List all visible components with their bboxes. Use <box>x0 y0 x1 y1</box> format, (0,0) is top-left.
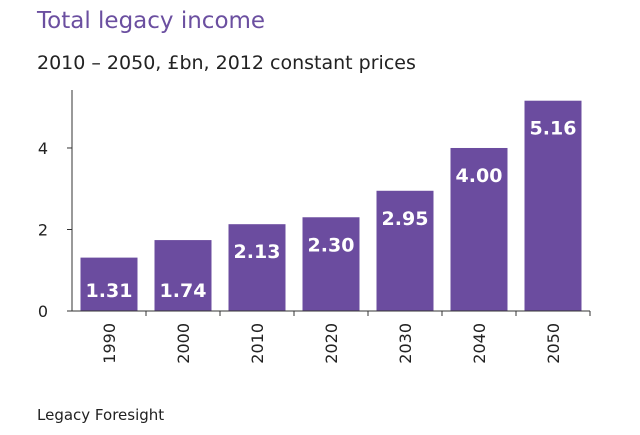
y-tick-label: 2 <box>38 220 48 239</box>
x-tick-label: 2030 <box>396 323 415 364</box>
bar-value-label: 2.95 <box>382 208 429 230</box>
bar-2030 <box>376 190 434 311</box>
bar-labels-group: 1.31 1.74 2.13 2.30 2.95 4.00 5.16 <box>86 118 577 302</box>
chart-title: Total legacy income <box>37 8 266 34</box>
x-tick-label: 2040 <box>470 323 489 364</box>
bar-2040 <box>450 147 508 311</box>
y-tick-label: 4 <box>38 139 48 158</box>
x-tick-label: 2010 <box>248 323 267 364</box>
bar-1990 <box>80 257 138 311</box>
x-tick-label: 2020 <box>322 323 341 364</box>
x-axis-ticks: 1990 2000 2010 2020 2030 2040 2050 <box>100 311 591 364</box>
bar-2050 <box>524 100 582 311</box>
chart-subtitle: 2010 – 2050, £bn, 2012 constant prices <box>37 52 416 74</box>
x-tick-label: 2000 <box>174 323 193 364</box>
bar-value-label: 4.00 <box>456 165 503 187</box>
x-tick-label: 2050 <box>544 323 563 364</box>
bar-2020 <box>302 217 360 311</box>
bar-value-label: 1.31 <box>86 280 133 302</box>
bar-2010 <box>228 224 286 311</box>
bars-group <box>80 100 582 311</box>
bar-value-label: 2.13 <box>234 241 281 263</box>
bar-value-label: 1.74 <box>160 280 207 302</box>
y-tick-label: 0 <box>38 302 48 321</box>
bar-value-label: 5.16 <box>530 118 577 140</box>
bar-value-label: 2.30 <box>308 234 355 256</box>
bar-2000 <box>154 240 212 311</box>
x-tick-label: 1990 <box>100 323 119 364</box>
y-axis-ticks: 0 2 4 <box>38 139 72 321</box>
source-credit: Legacy Foresight <box>37 406 165 424</box>
